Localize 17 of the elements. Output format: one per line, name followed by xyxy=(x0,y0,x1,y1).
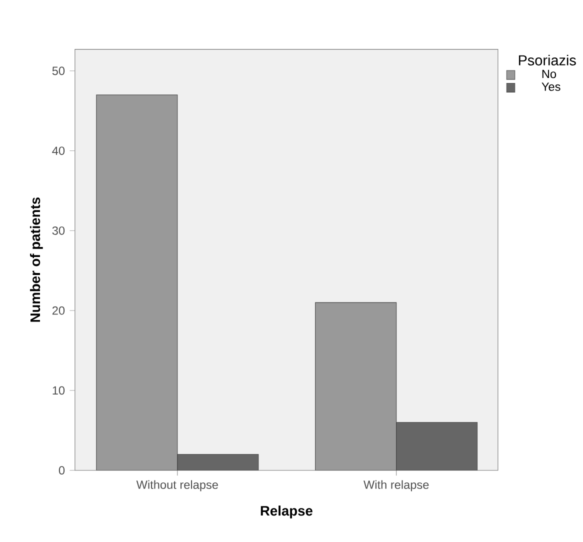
y-tick-label: 50 xyxy=(52,66,65,75)
y-tick-label: 0 xyxy=(58,466,65,474)
bar xyxy=(315,302,397,470)
y-tick-label: 30 xyxy=(52,226,65,235)
bar xyxy=(96,94,178,470)
legend-title: Psoriazis xyxy=(518,54,576,66)
y-tick-label: 10 xyxy=(52,386,65,394)
legend-label: No xyxy=(542,70,556,78)
y-tick-label: 20 xyxy=(52,306,65,315)
y-tick-label: 40 xyxy=(52,146,65,155)
legend-label: Yes xyxy=(542,82,560,91)
x-tick-label: With relapse xyxy=(364,480,429,492)
x-axis-title: Relapse xyxy=(260,505,312,518)
bar xyxy=(177,454,259,470)
x-tick-label: Without relapse xyxy=(136,480,218,492)
y-axis-title: Number of patients xyxy=(30,197,43,322)
bar xyxy=(396,422,478,470)
